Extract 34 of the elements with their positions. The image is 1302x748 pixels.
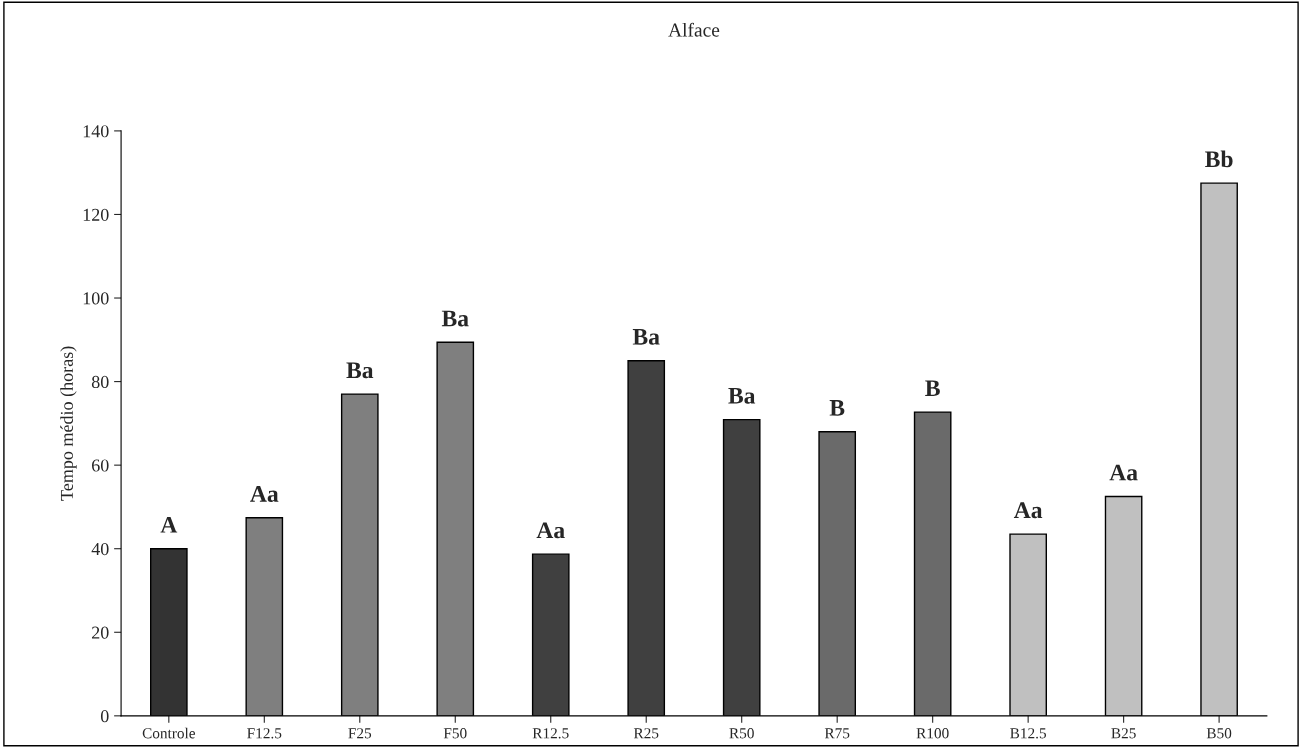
x-tick-label: F12.5 <box>247 728 282 739</box>
annotation: Ba <box>728 388 756 404</box>
chart-title: Alface <box>668 22 720 37</box>
annotation: Ba <box>632 329 660 345</box>
annotation: Ba <box>346 362 374 379</box>
annotation: A <box>160 516 178 533</box>
y-tick-label: 20 <box>92 626 109 639</box>
x-tick-label: R100 <box>916 728 949 739</box>
x-tick-label: R25 <box>633 728 659 739</box>
y-tick-label: 140 <box>83 125 109 138</box>
x-tick-label: B25 <box>1111 728 1136 739</box>
x-tick-label: F25 <box>348 728 372 739</box>
x-tick-label: Controle <box>142 727 196 739</box>
annotation: Bb <box>1205 150 1233 168</box>
y-tick-label: 40 <box>91 542 109 556</box>
annotation: B <box>925 380 940 397</box>
annotation: Aa <box>1013 502 1043 519</box>
y-tick-label: 60 <box>92 459 109 472</box>
y-tick-label: 120 <box>83 208 109 221</box>
y-tick-label: 80 <box>91 375 109 389</box>
y-tick-label: 100 <box>83 292 109 305</box>
x-tick-label: B12.5 <box>1010 728 1047 739</box>
annotation: Aa <box>1109 464 1138 481</box>
x-tick-label: F50 <box>443 728 467 739</box>
x-tick-label: R12.5 <box>532 728 569 739</box>
x-tick-label: R50 <box>729 728 754 739</box>
annotation: Ba <box>441 310 469 327</box>
annotation: Aa <box>250 486 279 502</box>
annotation: B <box>829 400 845 416</box>
y-axis-title: Tempo médio (horas) <box>60 346 77 501</box>
y-tick-label: 0 <box>100 710 109 723</box>
x-tick-label: R75 <box>824 728 850 739</box>
x-tick-label: B50 <box>1206 728 1232 739</box>
annotation: Aa <box>536 522 565 539</box>
